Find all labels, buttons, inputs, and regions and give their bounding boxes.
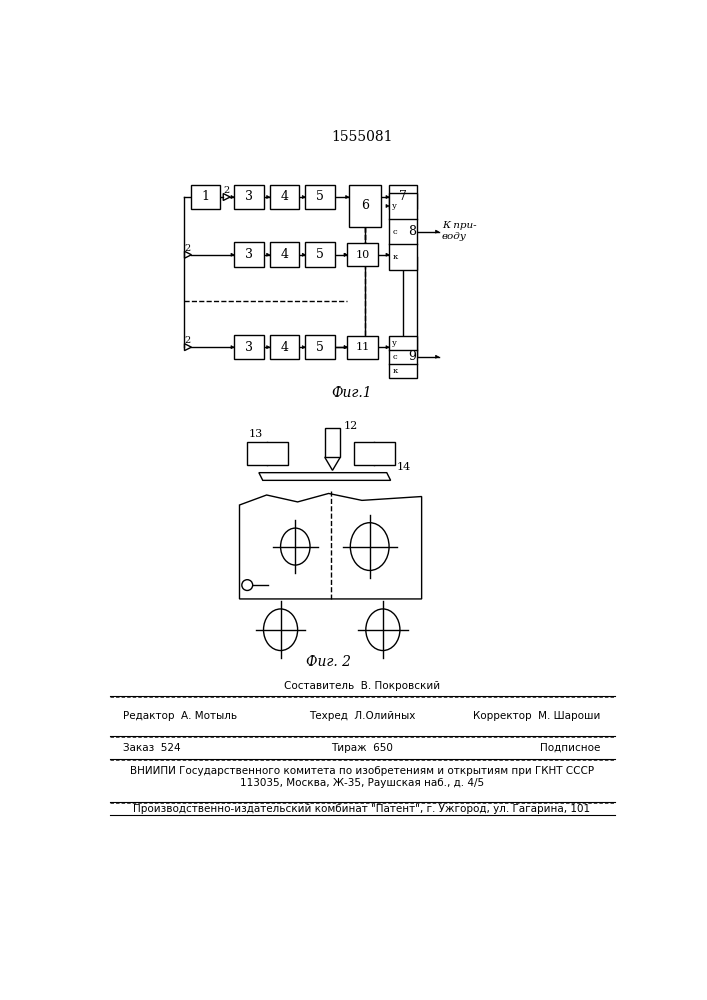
Polygon shape [231,346,234,349]
Text: 5: 5 [316,190,324,204]
Bar [347,243,378,266]
Text: Техред  Л.Олийных: Техред Л.Олийных [309,711,415,721]
Text: 13: 13 [249,429,263,439]
Bar [389,185,417,209]
Text: 113035, Москва, Ж-35, Раушская наб., д. 4/5: 113035, Москва, Ж-35, Раушская наб., д. … [240,778,484,788]
Text: 2: 2 [185,336,191,345]
Polygon shape [386,346,389,349]
Text: 3: 3 [245,341,253,354]
Bar [354,442,395,465]
Polygon shape [231,195,234,199]
Text: Фиг.1: Фиг.1 [332,386,372,400]
Polygon shape [386,204,389,208]
Text: Производственно-издательский комбинат "Патент", г. Ужгород, ул. Гагарина, 101: Производственно-издательский комбинат "П… [134,804,590,814]
Polygon shape [386,195,389,199]
Polygon shape [344,346,347,349]
Bar [270,185,299,209]
Bar [191,185,220,209]
Text: 3: 3 [245,190,253,204]
Bar [389,336,417,378]
Bar [247,442,288,465]
Text: 1555081: 1555081 [331,130,392,144]
Bar [305,335,335,359]
Polygon shape [267,346,270,349]
Text: 5: 5 [316,341,324,354]
Bar [234,185,264,209]
Bar [270,242,299,267]
Text: 8: 8 [409,225,416,238]
Text: 2: 2 [223,186,230,195]
Polygon shape [344,346,347,349]
Text: Тираж  650: Тираж 650 [331,743,393,753]
Text: 2: 2 [185,244,191,253]
Polygon shape [267,195,270,199]
Text: Редактор  А. Мотыль: Редактор А. Мотыль [123,711,238,721]
Text: 6: 6 [361,199,369,212]
Bar [347,336,378,359]
Text: Заказ  524: Заказ 524 [123,743,181,753]
Polygon shape [231,253,234,256]
Text: 3: 3 [245,248,253,261]
Bar [234,335,264,359]
Text: 9: 9 [409,350,416,363]
Bar [305,185,335,209]
Text: с: с [392,353,397,361]
Text: у: у [392,339,397,347]
Bar [305,242,335,267]
Bar [234,242,264,267]
Text: с: с [392,228,397,236]
Bar [270,335,299,359]
Text: 1: 1 [201,190,209,204]
Polygon shape [436,230,438,233]
Polygon shape [267,253,270,256]
Text: 12: 12 [344,421,358,431]
Text: Корректор  М. Шароши: Корректор М. Шароши [472,711,600,721]
Bar [349,185,381,227]
Text: ВНИИПИ Государственного комитета по изобретениям и открытиям при ГКНТ СССР: ВНИИПИ Государственного комитета по изоб… [130,766,594,776]
Text: 14: 14 [397,462,411,472]
Text: Подписное: Подписное [539,743,600,753]
Polygon shape [344,253,347,256]
Polygon shape [436,355,438,358]
Polygon shape [344,253,347,256]
Text: к: к [392,367,397,375]
Text: 4: 4 [281,190,288,204]
Text: 4: 4 [281,248,288,261]
Text: у: у [392,202,397,210]
Text: 7: 7 [399,190,407,204]
Text: Фиг. 2: Фиг. 2 [306,655,351,669]
Text: К при-: К при- [442,221,477,230]
Polygon shape [303,253,305,256]
Text: Составитель  В. Покровский: Составитель В. Покровский [284,681,440,691]
Text: 11: 11 [356,342,370,352]
Polygon shape [346,195,349,199]
Polygon shape [386,253,389,256]
Text: 4: 4 [281,341,288,354]
Text: 5: 5 [316,248,324,261]
Bar [389,193,417,270]
Text: 10: 10 [356,250,370,260]
Polygon shape [303,346,305,349]
Bar [325,428,340,457]
Text: воду: воду [442,232,467,241]
Text: к: к [392,253,397,261]
Polygon shape [303,195,305,199]
